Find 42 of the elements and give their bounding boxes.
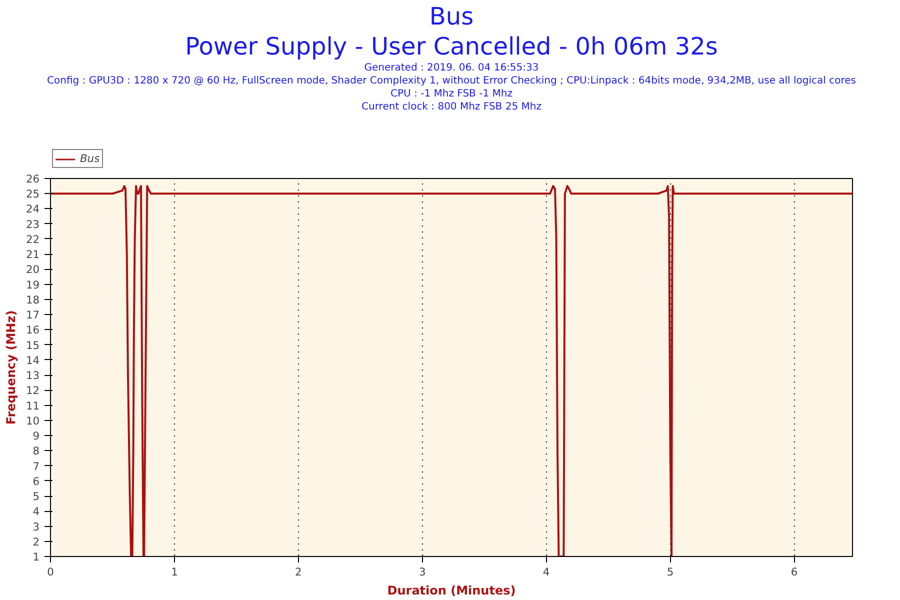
x-axis-title: Duration (Minutes) (387, 584, 516, 598)
y-axis-title: Frequency (MHz) (4, 310, 18, 425)
legend-label: Bus (80, 152, 100, 165)
x-tick-label: 1 (171, 566, 178, 578)
y-tick-label: 17 (26, 308, 40, 322)
y-tick-label: 20 (26, 263, 40, 276)
y-tick-label: 8 (32, 444, 40, 458)
y-tick-label: 4 (32, 505, 40, 518)
y-tick-label: 9 (32, 430, 40, 443)
text: Config : GPU3D : 1280 x 720 @ 60 Hz, FullScreen mode, Shader Complexity 1, without Error Checking ; CPU:Linpack : 64bits mode, 934,2MB, use all logical cores (47, 76, 856, 86)
y-tick-label: 25 (26, 188, 40, 201)
y-tick-label: 1 (32, 550, 40, 564)
y-tick-label: 26 (26, 172, 40, 186)
y-tick-label: 18 (26, 293, 40, 306)
y-tick-label: 5 (32, 490, 40, 504)
text: Current clock : 800 Mhz FSB 25 Mhz (362, 102, 542, 112)
x-tick-label: 3 (418, 566, 426, 578)
text: CPU : -1 Mhz FSB -1 Mhz (390, 88, 512, 100)
y-tick-label: 24 (26, 202, 40, 216)
y-tick-label: 2 (32, 535, 40, 548)
y-tick-label: 10 (26, 414, 40, 428)
chart-title: Bus (429, 2, 474, 30)
y-tick-label: 11 (26, 399, 40, 412)
y-tick-label: 12 (26, 384, 40, 398)
y-tick-label: 13 (26, 369, 40, 382)
x-tick-label: 2 (295, 566, 302, 578)
y-tick-label: 19 (26, 278, 40, 292)
y-tick-label: 3 (32, 520, 40, 534)
y-tick-label: 14 (26, 354, 40, 367)
x-tick-label: 6 (790, 566, 798, 578)
y-tick-label: 23 (26, 218, 40, 231)
y-tick-label: 7 (32, 460, 40, 473)
y-tick-label: 6 (32, 474, 40, 488)
y-tick-label: 16 (26, 324, 40, 337)
y-tick-label: 21 (26, 248, 40, 262)
y-tick-label: 22 (26, 232, 40, 246)
x-tick-label: 0 (47, 566, 54, 578)
text: Generated : 2019. 06. 04 16:55:33 (364, 62, 539, 74)
y-tick-label: 15 (26, 338, 40, 352)
x-tick-label: 4 (542, 566, 550, 578)
chart-subtitle: Power Supply - User Cancelled - 0h 06m 32s (185, 32, 718, 60)
x-tick-label: 5 (666, 566, 674, 578)
